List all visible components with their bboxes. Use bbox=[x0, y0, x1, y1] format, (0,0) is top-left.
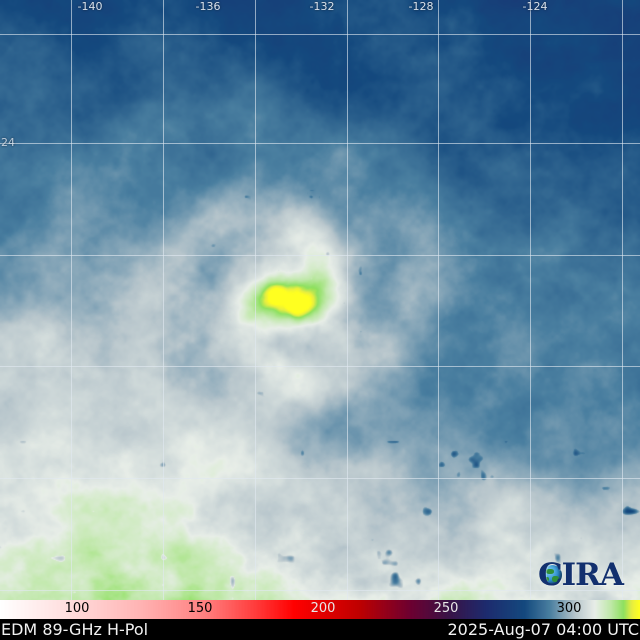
cira-logo: CIRA bbox=[538, 558, 634, 592]
caption-bar: EDM 89-GHz H-Pol 2025-Aug-07 04:00 UTC bbox=[0, 619, 640, 640]
cira-logo-text: CIRA bbox=[538, 557, 624, 593]
product-label: EDM 89-GHz H-Pol bbox=[1, 620, 149, 639]
timestamp-label: 2025-Aug-07 04:00 UTC bbox=[447, 620, 639, 639]
globe-icon bbox=[542, 565, 562, 585]
colorbar-gradient bbox=[0, 600, 640, 619]
satellite-image-panel: -140 -136 -132 -128 -124 24 CIRA bbox=[0, 0, 640, 600]
colorbar: 100 150 200 250 300 bbox=[0, 600, 640, 619]
microwave-brightness-temperature-image bbox=[0, 0, 640, 600]
